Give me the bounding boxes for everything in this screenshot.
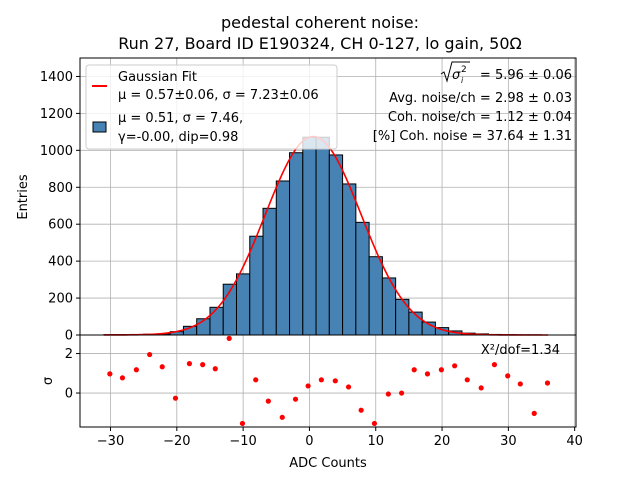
- x-tick-label: 10: [367, 434, 384, 449]
- residual-y-axis-label: σ: [41, 377, 56, 385]
- svg-text:σ: σ: [452, 68, 461, 83]
- residual-points: [107, 335, 551, 427]
- x-tick-label: −20: [163, 434, 190, 449]
- y-axis-label: Entries: [16, 174, 31, 220]
- residual-point: [119, 375, 126, 381]
- residual-point: [172, 395, 179, 401]
- avg-noise-text: Avg. noise/ch = 2.98 ± 0.03: [389, 91, 572, 106]
- residual-point: [371, 420, 378, 427]
- residual-point: [424, 371, 431, 377]
- residual-point: [345, 384, 352, 390]
- residual-y-ticks: 02: [65, 347, 80, 402]
- noise-annotations: σ 2 i = 5.96 ± 0.06 Avg. noise/ch = 2.98…: [373, 61, 572, 144]
- legend-box: [85, 64, 338, 150]
- histogram-bar: [289, 152, 304, 336]
- residual-point: [107, 371, 113, 377]
- sqrt-sigma-symbol: σ 2 i: [440, 61, 470, 85]
- histogram-bar: [315, 136, 330, 336]
- residual-point: [292, 396, 299, 402]
- rms-sigma-value: = 5.96 ± 0.06: [480, 68, 572, 83]
- residual-axes-frame: [79, 334, 577, 428]
- coh-percent-text: [%] Coh. noise = 37.64 ± 1.31: [373, 129, 572, 144]
- y-tick-label: 1400: [40, 70, 73, 85]
- histogram-bar: [209, 306, 224, 336]
- x-tick-label: −10: [229, 434, 256, 449]
- chi2-dof-text: X²/dof=1.34: [481, 343, 560, 358]
- chart-title-line1: pedestal coherent noise:: [221, 13, 419, 32]
- residual-point: [438, 367, 444, 373]
- residual-point: [212, 366, 218, 372]
- chart-title-line2: Run 27, Board ID E190324, CH 0-127, lo g…: [118, 34, 521, 53]
- y-tick-label: 800: [48, 181, 73, 196]
- legend-fit-label-line2: μ = 0.57±0.06, σ = 7.23±0.06: [118, 88, 319, 103]
- x-tick-label: 0: [305, 434, 313, 449]
- svg-text:2: 2: [461, 65, 467, 75]
- y-tick-label: 400: [48, 255, 73, 270]
- residual-point: [452, 363, 458, 369]
- residual-point: [239, 420, 246, 427]
- legend-hist-label-line2: γ=-0.00, dip=0.98: [118, 130, 238, 145]
- residual-point: [159, 364, 165, 370]
- residual-point: [399, 390, 405, 396]
- residual-y-tick-label: 0: [65, 387, 73, 402]
- legend-histogram-patch-icon: [92, 121, 107, 133]
- main-y-ticks: 0 200 400 600 800 1000 1200 1400: [40, 70, 80, 344]
- histogram-bar: [328, 154, 344, 336]
- residual-point: [531, 410, 537, 416]
- residual-point: [358, 407, 364, 413]
- y-tick-label: 0: [65, 329, 73, 344]
- histogram-bar: [262, 207, 277, 336]
- y-tick-label: 600: [48, 218, 73, 233]
- residual-grid: [80, 335, 576, 427]
- residual-point: [478, 385, 484, 391]
- residual-point: [544, 380, 551, 386]
- residual-point: [491, 362, 498, 368]
- histogram-bar: [302, 136, 317, 336]
- svg-text:i: i: [461, 76, 464, 85]
- x-tick-label: 40: [566, 434, 583, 449]
- x-axis-label: ADC Counts: [289, 456, 367, 471]
- histogram-bar: [342, 183, 357, 336]
- residual-point: [133, 367, 139, 373]
- residual-point: [147, 351, 153, 358]
- residual-point: [200, 362, 206, 368]
- legend: Gaussian Fit μ = 0.57±0.06, σ = 7.23±0.0…: [85, 64, 338, 150]
- residual-point: [464, 377, 470, 383]
- x-tick-label: −30: [97, 434, 124, 449]
- residual-point: [517, 381, 523, 387]
- x-tick-label: 20: [434, 434, 451, 449]
- histogram-bar: [368, 256, 383, 336]
- residual-point: [385, 391, 391, 397]
- residual-point: [186, 361, 193, 367]
- x-tick-label: 30: [500, 434, 517, 449]
- histogram-bar: [235, 273, 251, 336]
- histogram-bar: [275, 180, 291, 336]
- residual-y-tick-label: 2: [65, 347, 73, 362]
- residual-point: [332, 378, 338, 384]
- x-ticks: −30 −20 −10 0 10 20 30 40: [97, 427, 583, 449]
- residual-point: [305, 383, 311, 389]
- legend-fit-label-line1: Gaussian Fit: [118, 70, 197, 85]
- coh-noise-text: Coh. noise/ch = 1.12 ± 0.04: [388, 110, 572, 125]
- histogram-bar: [355, 221, 370, 336]
- residual-point: [318, 377, 324, 383]
- histogram-bar: [249, 235, 264, 336]
- y-tick-label: 1000: [40, 144, 73, 159]
- residual-point: [265, 398, 271, 404]
- y-tick-label: 200: [48, 292, 73, 307]
- residual-point: [226, 335, 232, 341]
- residual-point: [253, 377, 259, 383]
- legend-hist-label-line1: μ = 0.51, σ = 7.46,: [118, 111, 243, 126]
- y-tick-label: 1200: [40, 107, 73, 122]
- residual-point: [411, 367, 417, 373]
- residual-point: [505, 373, 511, 379]
- residual-point: [279, 414, 285, 420]
